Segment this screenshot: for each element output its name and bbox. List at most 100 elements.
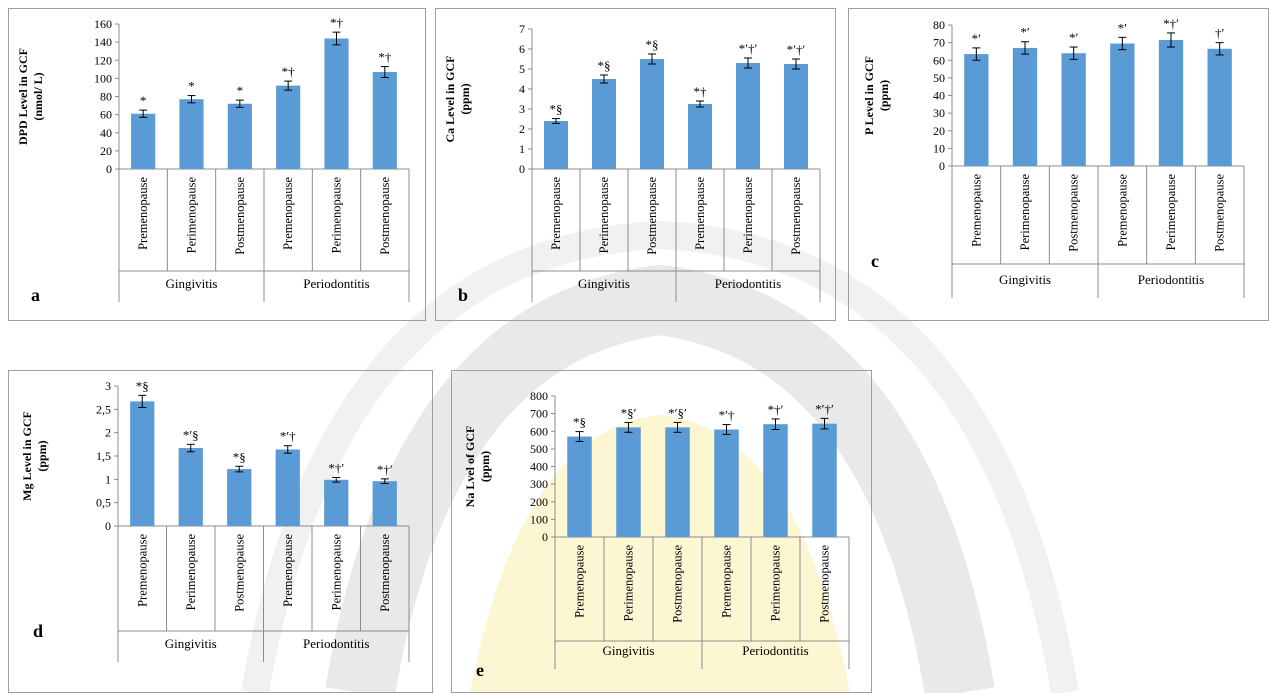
- category-label: Perimenopause: [769, 545, 783, 622]
- y-tick-label: 500: [530, 442, 548, 456]
- chart-panel-c: 0 10 20 30 40 50 60 70 80 *′ Premenopause *′ Perimen…: [848, 8, 1269, 321]
- significance-label: *†: [282, 64, 296, 79]
- group-label: Periodontitis: [715, 276, 781, 291]
- y-tick-label: 120: [94, 53, 112, 67]
- y-tick-label: 60: [933, 53, 945, 67]
- category-label: Perimenopause: [597, 177, 611, 254]
- y-tick-label: 80: [933, 18, 945, 32]
- panel-label: b: [458, 285, 468, 305]
- chart-svg-e: 0 100 200 300 400 500 600 700 800 *§ Premenopause *…: [463, 389, 850, 680]
- significance-label: *′†′: [739, 41, 758, 56]
- group-label: Periodontitis: [742, 643, 808, 658]
- significance-label: *§: [550, 102, 563, 117]
- panel-label: c: [871, 251, 879, 271]
- y-tick-label: 600: [530, 424, 548, 438]
- significance-label: *: [140, 93, 147, 108]
- bar: [275, 449, 300, 526]
- category-label: Postmenopause: [671, 545, 685, 623]
- significance-label: *§: [136, 378, 149, 393]
- y-tick-label: 60: [100, 108, 112, 122]
- y-tick-label: 20: [100, 144, 112, 158]
- y-tick-label: 400: [530, 460, 548, 474]
- category-label: Postmenopause: [1213, 174, 1227, 252]
- group-label: Gingivitis: [165, 636, 217, 651]
- significance-label: *: [188, 79, 195, 94]
- bar: [227, 103, 252, 169]
- y-tick-label: 0: [519, 162, 525, 176]
- y-axis-title: (ppm): [458, 83, 472, 114]
- category-label: Perimenopause: [1164, 174, 1178, 251]
- significance-label: *†: [378, 50, 392, 65]
- category-label: Premenopause: [136, 177, 150, 250]
- category-label: Perimenopause: [741, 177, 755, 254]
- significance-label: *′†′: [787, 42, 806, 57]
- chart-panel-a: 0 20 40 60 80 100 120 140 160 * Premenopause * Perim…: [8, 8, 426, 321]
- significance-label: *′: [1020, 25, 1030, 40]
- bar: [324, 38, 349, 169]
- significance-label: *§: [646, 37, 659, 52]
- significance-label: *′: [972, 31, 982, 46]
- significance-label: *§: [573, 415, 586, 430]
- bar: [130, 401, 155, 526]
- y-tick-label: 160: [94, 17, 112, 31]
- y-tick-label: 70: [933, 36, 945, 50]
- category-label: Postmenopause: [233, 177, 247, 255]
- significance-label: *′: [1069, 30, 1079, 45]
- y-axis-title: (ppm): [478, 451, 492, 482]
- y-tick-label: 0,5: [96, 496, 111, 510]
- y-axis-title: DPD Level in GCF: [16, 48, 30, 145]
- significance-label: *†: [330, 15, 344, 30]
- y-tick-label: 7: [519, 22, 525, 36]
- category-label: Perimenopause: [184, 534, 198, 611]
- group-label: Periodontitis: [1138, 272, 1204, 287]
- significance-label: †′: [1215, 26, 1225, 41]
- significance-label: *′§: [183, 427, 199, 442]
- bar: [592, 79, 616, 169]
- bar: [372, 481, 397, 526]
- y-tick-label: 3: [519, 102, 525, 116]
- y-tick-label: 5: [519, 62, 525, 76]
- category-label: Premenopause: [281, 177, 295, 250]
- bar: [544, 121, 568, 169]
- bar: [714, 429, 739, 537]
- significance-label: *†′: [377, 462, 393, 477]
- y-axis-title: P Level in GCF: [862, 56, 876, 135]
- y-axis-title: Na Lvel of GCF: [463, 426, 477, 508]
- group-label: Gingivitis: [602, 643, 654, 658]
- y-tick-label: 4: [519, 82, 525, 96]
- category-label: Perimenopause: [1018, 174, 1032, 251]
- y-tick-label: 1: [105, 472, 111, 486]
- significance-label: *†′: [768, 402, 784, 417]
- chart-svg-a: 0 20 40 60 80 100 120 140 160 * Premenopause * Perim…: [16, 15, 410, 305]
- bar: [276, 85, 301, 169]
- category-label: Premenopause: [720, 545, 734, 618]
- significance-label: *′†: [280, 429, 296, 444]
- category-label: Premenopause: [969, 174, 983, 247]
- bar: [567, 436, 592, 537]
- y-axis-title: (nmol/ L): [31, 72, 45, 120]
- category-label: Premenopause: [549, 177, 563, 250]
- chart-svg-b: 0 1 2 3 4 5 6 7 *§ Premenopause *§ Perimenopause *§ P…: [443, 22, 821, 305]
- y-tick-label: 1: [519, 142, 525, 156]
- y-tick-label: 200: [530, 495, 548, 509]
- bar: [640, 59, 664, 169]
- y-tick-label: 140: [94, 35, 112, 49]
- bar: [372, 72, 397, 169]
- y-tick-label: 2: [519, 122, 525, 136]
- significance-label: *: [237, 83, 244, 98]
- category-label: Postmenopause: [645, 177, 659, 255]
- y-tick-label: 100: [94, 71, 112, 85]
- significance-label: *§: [598, 58, 611, 73]
- category-label: Premenopause: [693, 177, 707, 250]
- y-axis-title: Mg Level in GCF: [20, 411, 34, 501]
- bar: [812, 423, 837, 537]
- y-tick-label: 40: [933, 89, 945, 103]
- y-tick-label: 0: [542, 530, 548, 544]
- chart-svg-d: 0 0,5 1 1,5 2 2,5 3 *§ Premenopause *′§ Perimenopa…: [20, 378, 410, 662]
- bar: [784, 64, 808, 169]
- y-tick-label: 20: [933, 124, 945, 138]
- y-tick-label: 1,5: [96, 449, 111, 463]
- y-tick-label: 300: [530, 477, 548, 491]
- bar: [763, 424, 788, 537]
- y-tick-label: 800: [530, 389, 548, 403]
